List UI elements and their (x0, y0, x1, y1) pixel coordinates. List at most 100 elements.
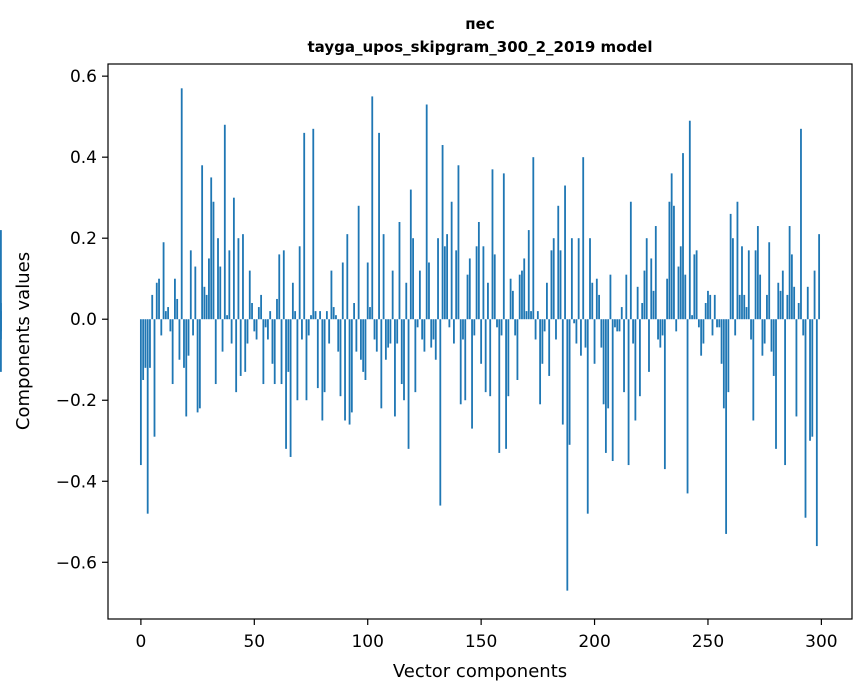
bar (194, 266, 197, 320)
bar (364, 319, 367, 380)
bar (527, 230, 530, 320)
bar (802, 319, 805, 336)
bar (396, 319, 399, 344)
bar (818, 234, 821, 320)
bar (466, 274, 469, 320)
bar (541, 319, 544, 364)
bar (0, 319, 2, 372)
bar (582, 157, 585, 320)
bar (548, 319, 551, 376)
bar (312, 128, 315, 320)
bar (759, 274, 762, 320)
bar (493, 254, 496, 320)
bar (477, 221, 480, 320)
bar (750, 319, 752, 340)
bar (198, 319, 201, 409)
bar (591, 282, 594, 320)
bar (255, 319, 258, 340)
bar (784, 319, 786, 466)
bar (704, 303, 707, 320)
bar (232, 197, 235, 320)
bar (321, 319, 324, 421)
bar (663, 319, 666, 470)
bar (380, 319, 383, 409)
bar (756, 226, 759, 320)
bar (800, 128, 802, 320)
bar (219, 266, 222, 320)
bar (675, 319, 678, 332)
bar (593, 319, 596, 364)
bar (146, 319, 149, 514)
bar (641, 303, 644, 320)
bar (475, 246, 478, 320)
bar (446, 234, 449, 320)
bar (171, 319, 174, 385)
bar (192, 319, 194, 336)
bar (434, 319, 437, 360)
bar (732, 238, 734, 320)
bar (652, 290, 655, 320)
bar (754, 250, 757, 320)
bar (430, 319, 433, 348)
bar (439, 319, 442, 506)
bar (614, 319, 616, 328)
bar (550, 250, 553, 320)
bar (244, 319, 247, 372)
bar (616, 319, 619, 332)
bar (589, 238, 591, 320)
bar (471, 319, 473, 429)
bar (196, 319, 199, 413)
bar (536, 311, 539, 320)
bar (777, 282, 780, 320)
bar (487, 282, 489, 320)
bar (770, 319, 773, 352)
bar (271, 319, 274, 364)
bar (507, 319, 510, 397)
bar (400, 319, 403, 385)
bar (348, 319, 351, 425)
bar (378, 132, 380, 320)
bar (627, 319, 630, 466)
bar (718, 319, 721, 328)
bar (609, 274, 612, 320)
bar (673, 205, 675, 320)
bar (443, 246, 446, 320)
bar (618, 319, 621, 332)
x-tick-label: 50 (243, 632, 265, 652)
bar (282, 250, 285, 320)
bar (600, 319, 603, 348)
x-tick-label: 150 (465, 632, 497, 652)
bar (346, 234, 349, 320)
bar (693, 254, 696, 320)
bar (766, 294, 768, 320)
bar (409, 189, 412, 320)
bar (700, 319, 703, 356)
bar (761, 319, 764, 356)
bar (650, 258, 653, 320)
bar (291, 282, 294, 320)
bar (500, 319, 503, 336)
bar (747, 250, 750, 320)
bar (659, 319, 662, 348)
bar (187, 319, 190, 356)
bar (257, 307, 260, 320)
bar (611, 319, 614, 462)
bar (815, 319, 818, 547)
bar (804, 319, 807, 518)
chart-title: пес (465, 15, 494, 33)
bar (511, 290, 514, 320)
bar (661, 319, 664, 336)
bar (720, 319, 723, 364)
bar (568, 319, 571, 445)
bar (162, 242, 165, 320)
bar (498, 319, 501, 453)
bar (484, 319, 487, 393)
bar (303, 132, 306, 320)
bar (185, 319, 188, 417)
bar (305, 319, 308, 401)
bar (496, 319, 498, 328)
bar (577, 238, 580, 320)
bar (514, 319, 517, 336)
bar (230, 319, 233, 344)
bar (795, 319, 798, 417)
